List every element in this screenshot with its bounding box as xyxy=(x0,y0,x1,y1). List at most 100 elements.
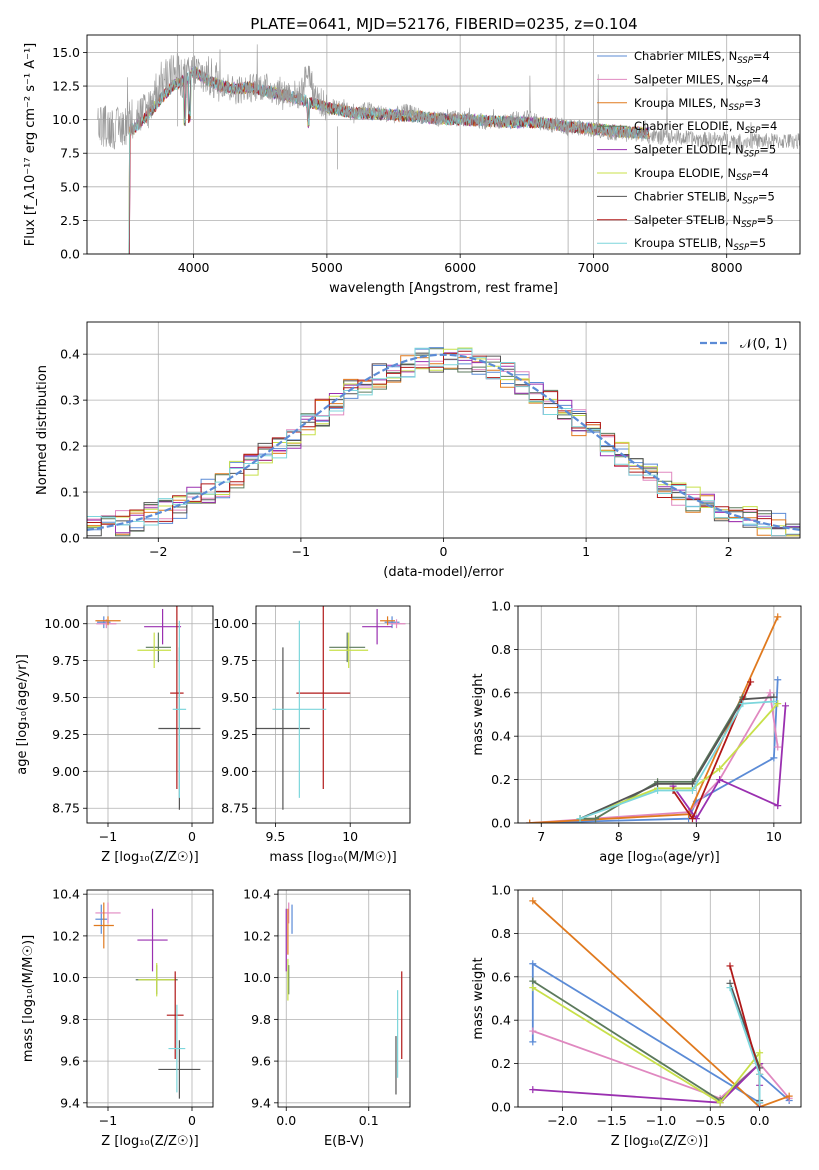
x-tick-label: 5000 xyxy=(311,260,343,275)
x-tick-label: 0.0 xyxy=(276,1113,296,1128)
plot-area-weight_vs_age xyxy=(526,613,789,823)
y-tick-label: 0.8 xyxy=(491,642,511,657)
weight-point-marker xyxy=(529,1027,537,1035)
y-tick-label: 0.4 xyxy=(60,347,80,362)
y-tick-label: 0.2 xyxy=(491,1056,511,1071)
chart-age_vs_mass: 9.5 10 8.75 9.00 9.25 9.50 9.75 10.00 mass [log₁… xyxy=(213,605,411,865)
weight-point-marker xyxy=(739,700,747,708)
legend-subscript: SSP xyxy=(734,243,750,253)
axes-frame xyxy=(86,321,801,539)
weight-point-marker xyxy=(774,743,782,751)
y-tick-label: 9.4 xyxy=(251,1095,271,1110)
y-tick-label: 0.4 xyxy=(491,1013,511,1028)
y-tick-label: 8.75 xyxy=(52,801,80,816)
axes-frame xyxy=(255,605,411,824)
legend-entry: Salpeter STELIB, NSSP=5 xyxy=(634,213,774,230)
x-axis-label: (data-model)/error xyxy=(383,565,504,580)
axes-frame xyxy=(86,889,214,1108)
axes-frame xyxy=(517,889,802,1108)
y-axis-label: mass weight xyxy=(471,957,486,1039)
weight-point-marker xyxy=(592,815,600,823)
weight-point-marker xyxy=(529,960,537,968)
legend-series-name: Kroupa ELODIE, N xyxy=(634,166,736,180)
y-axis-label: age [log₁₀(age/yr)] xyxy=(15,654,30,775)
axes-frame xyxy=(517,605,802,824)
weight-point-marker xyxy=(688,786,696,794)
x-tick-label: −1.5 xyxy=(596,1113,626,1128)
weight-point-marker xyxy=(526,819,534,823)
y-tick-label: 9.6 xyxy=(60,1054,80,1069)
y-tick-label: 10.0 xyxy=(243,970,271,985)
weight-series-line xyxy=(579,700,774,820)
x-tick-label: −2 xyxy=(149,544,167,559)
legend-nssp: =5 xyxy=(758,189,775,203)
model-spectrum-line xyxy=(123,65,650,254)
y-tick-label: 0.0 xyxy=(491,1100,511,1115)
x-tick-label: 6000 xyxy=(444,260,476,275)
y-tick-label: 0.0 xyxy=(60,531,80,546)
model-spectrum-line xyxy=(120,66,650,254)
figure-title: PLATE=0641, MJD=52176, FIBERID=0235, z=0… xyxy=(250,15,637,33)
x-axis-label: mass [log₁₀(M/M☉)] xyxy=(269,850,396,865)
weight-point-marker xyxy=(654,780,662,788)
legend-subscript: SSP xyxy=(729,103,745,113)
x-tick-label: 1 xyxy=(582,544,590,559)
weight-point-marker xyxy=(756,1099,764,1107)
legend-series-name: Salpeter STELIB, N xyxy=(634,213,741,227)
y-tick-label: 0.2 xyxy=(60,439,80,454)
legend-entry: Kroupa ELODIE, NSSP=4 xyxy=(634,166,769,183)
y-tick-label: 15.0 xyxy=(52,45,80,60)
x-axis-label: age [log₁₀(age/yr)] xyxy=(599,850,720,865)
weight-series-line xyxy=(529,690,779,823)
legend-subscript: SSP xyxy=(742,196,758,206)
chart-residuals: −2 −1 0 1 2 0.0 0.1 0.2 0.3 0.4 (data-model)/error… xyxy=(35,321,801,580)
y-tick-label: 0.6 xyxy=(491,969,511,984)
y-tick-label: 10.2 xyxy=(243,928,271,943)
y-tick-label: 7.5 xyxy=(60,146,80,161)
weight-point-marker xyxy=(529,1086,537,1094)
weight-point-marker xyxy=(688,780,696,788)
plots-area: 4000 5000 6000 7000 80000.02.55.07.510.012.5… xyxy=(15,34,802,1149)
legend-series-name: Salpeter MILES, N xyxy=(634,72,736,86)
x-tick-label: −1 xyxy=(99,1113,117,1128)
weight-point-marker xyxy=(774,700,782,708)
chart-weight_vs_Z: −2.0 −1.5 −1.0 −0.5 0.0 0.0 0.2 0.4 0.6 0.8 1.0 Z [… xyxy=(471,883,802,1149)
y-tick-label: 2.5 xyxy=(60,213,80,228)
weight-point-marker xyxy=(770,697,778,705)
weight-point-marker xyxy=(654,786,662,794)
legend-subscript: SSP xyxy=(741,220,757,230)
x-tick-label: −1 xyxy=(99,829,117,844)
residual-histogram-line xyxy=(87,350,800,537)
y-tick-label: 10.0 xyxy=(52,970,80,985)
y-tick-label: 0.3 xyxy=(60,393,80,408)
legend-subscript: SSP xyxy=(745,126,761,136)
legend-entry: Kroupa STELIB, NSSP=5 xyxy=(634,236,766,253)
plot-area-mass_vs_Z xyxy=(93,902,201,1099)
legend-subscript: SSP xyxy=(744,150,760,160)
x-axis-label: Z [log₁₀(Z/Z☉)] xyxy=(101,1134,198,1149)
x-axis-label: wavelength [Angstrom, rest frame] xyxy=(329,281,558,296)
x-axis-label: Z [log₁₀(Z/Z☉)] xyxy=(101,850,198,865)
x-tick-label: −2.0 xyxy=(547,1113,577,1128)
x-tick-label: 8 xyxy=(615,829,623,844)
x-tick-label: 9.5 xyxy=(265,829,285,844)
x-tick-label: −0.5 xyxy=(695,1113,725,1128)
legend-series-name: Chabrier ELODIE, N xyxy=(634,119,745,133)
y-axis-label: Flux [f_λ10⁻¹⁷ erg cm⁻² s⁻¹ A⁻¹] xyxy=(23,43,38,247)
model-spectrum-line xyxy=(123,68,650,254)
axes-frame xyxy=(86,605,214,824)
legend-entry: 𝒩(0, 1) xyxy=(740,337,787,352)
model-spectrum-line xyxy=(125,66,650,254)
legend-nssp: =5 xyxy=(759,143,776,157)
legend-series-name: Kroupa STELIB, N xyxy=(634,236,734,250)
weight-point-marker xyxy=(774,676,782,684)
weight-series-line xyxy=(532,986,761,1104)
legend-subscript: SSP xyxy=(736,173,752,183)
weight-point-marker xyxy=(785,1092,793,1100)
plot-area-age_vs_mass xyxy=(256,606,406,810)
x-axis-label: Z [log₁₀(Z/Z☉)] xyxy=(611,1134,708,1149)
y-tick-label: 9.50 xyxy=(221,690,249,705)
y-tick-label: 0.6 xyxy=(491,685,511,700)
x-tick-label: 8000 xyxy=(711,260,743,275)
